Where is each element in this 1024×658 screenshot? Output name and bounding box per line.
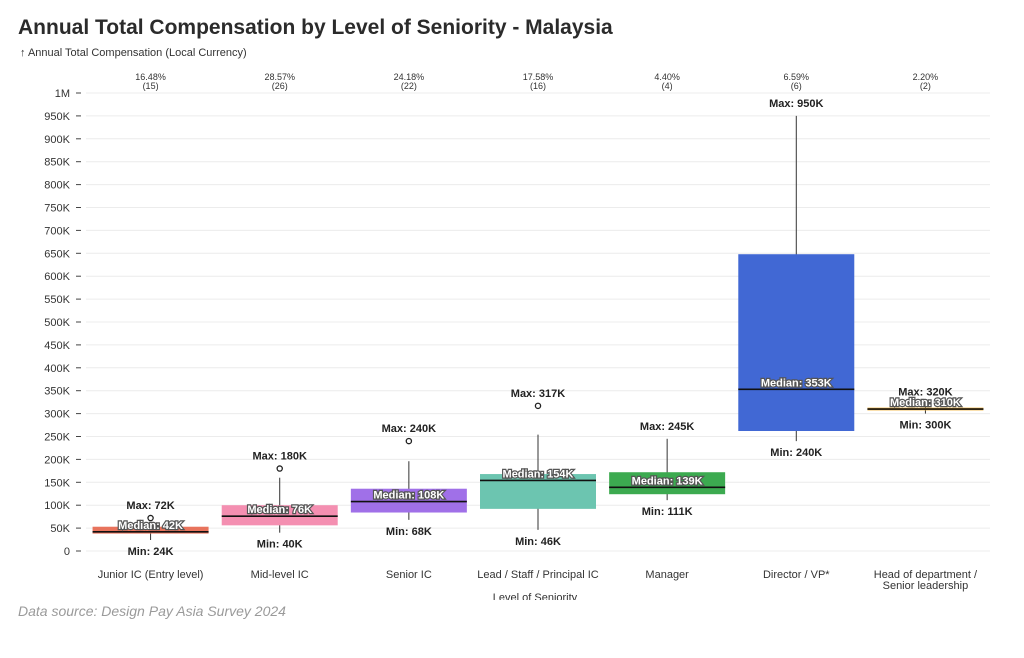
y-tick-label: 750K <box>44 203 70 215</box>
outlier-point <box>534 402 542 410</box>
x-category-label: Manager <box>645 569 689 581</box>
share-percent: 6.59% <box>784 72 810 82</box>
box-iqr <box>738 254 855 432</box>
min-label: Min: 24K <box>128 546 174 558</box>
median-label: Median: 154K <box>503 468 574 480</box>
y-tick-label: 450K <box>44 340 70 352</box>
median-label: Median: 108K <box>373 490 444 502</box>
box-iqr <box>92 526 209 534</box>
box-iqr <box>350 488 467 513</box>
min-label: Min: 300K <box>899 420 951 432</box>
y-axis: 0 50K 100K 150K 200K 250K 300K 350K 400K 450K 500K… <box>44 88 81 558</box>
y-tick-label: 900K <box>44 134 70 146</box>
y-tick-label: 600K <box>44 271 70 283</box>
max-label: Max: 180K <box>253 451 307 463</box>
x-category-label: Lead / Staff / Principal IC <box>477 569 599 581</box>
min-label: Min: 40K <box>257 539 303 551</box>
share-percent: 24.18% <box>394 72 425 82</box>
y-tick-label: 650K <box>44 248 70 260</box>
x-category-label: Director / VP* <box>763 569 830 581</box>
y-tick-label: 250K <box>44 432 70 444</box>
box-group: Max: 245K Median: 139K Min: 111K 4.40%(4) <box>609 72 726 518</box>
max-label: Max: 950K <box>769 98 823 110</box>
share-count: (26) <box>272 81 288 91</box>
y-tick-label: 500K <box>44 317 70 329</box>
min-label: Min: 46K <box>515 536 561 548</box>
box-group: Max: 180K Median: 76K Min: 40K 28.57%(26) <box>221 72 338 551</box>
y-tick-label: 100K <box>44 500 70 512</box>
box-iqr <box>221 505 338 526</box>
share-count: (15) <box>143 81 159 91</box>
box-group: Max: 317K Median: 154K Min: 46K 17.58%(16) <box>480 72 596 548</box>
max-label: Max: 240K <box>382 423 436 435</box>
y-tick-label: 0 <box>64 546 70 558</box>
share-percent: 2.20% <box>913 72 939 82</box>
median-label: Median: 76K <box>247 504 312 516</box>
x-category-label: Mid-level IC <box>251 569 309 581</box>
outlier-point <box>276 465 283 472</box>
y-tick-label: 350K <box>44 386 70 398</box>
x-category-label: Senior leadership <box>883 580 969 592</box>
box-iqr <box>609 472 726 495</box>
y-tick-label: 200K <box>44 454 70 466</box>
share-count: (6) <box>791 81 802 91</box>
y-tick-label: 300K <box>44 409 70 421</box>
y-tick-label: 800K <box>44 180 70 192</box>
x-axis-title: Level of Seniority <box>493 592 578 600</box>
box-group: Max: 240K Median: 108K Min: 68K 24.18%(22) <box>350 72 467 538</box>
y-tick-label: 50K <box>50 523 70 535</box>
min-label: Min: 111K <box>642 506 693 518</box>
y-axis-title: ↑ Annual Total Compensation (Local Curre… <box>20 47 247 59</box>
share-count: (22) <box>401 81 417 91</box>
min-label: Min: 240K <box>770 447 822 459</box>
x-category-label: Head of department / <box>874 569 978 581</box>
box-group: Max: 72K Median: 42K Min: 24K 16.48%(15) <box>92 72 209 558</box>
y-tick-label: 850K <box>44 157 70 169</box>
median-label: Median: 353K <box>761 377 832 389</box>
x-axis: Junior IC (Entry level) Mid-level IC Senio… <box>98 569 978 592</box>
boxplot-chart: 0 50K 100K 150K 200K 250K 300K 350K 400K 450K 500K… <box>44 72 990 600</box>
y-tick-label: 950K <box>44 111 70 123</box>
median-label: Median: 310K <box>890 397 961 409</box>
max-label: Max: 72K <box>126 500 174 512</box>
max-label: Max: 317K <box>511 388 565 400</box>
median-label: Median: 139K <box>632 475 703 487</box>
share-count: (4) <box>662 81 673 91</box>
share-count: (16) <box>530 81 546 91</box>
x-category-label: Junior IC (Entry level) <box>98 569 204 581</box>
min-label: Min: 68K <box>386 526 432 538</box>
share-percent: 16.48% <box>135 72 166 82</box>
data-source-note: Data source: Design Pay Asia Survey 2024 <box>18 603 286 619</box>
y-tick-label: 550K <box>44 294 70 306</box>
outlier-point <box>405 437 413 445</box>
share-count: (2) <box>920 81 931 91</box>
share-percent: 28.57% <box>264 72 295 82</box>
max-label: Max: 245K <box>640 421 694 433</box>
share-percent: 4.40% <box>654 72 680 82</box>
y-tick-label: 1M <box>55 88 70 100</box>
y-tick-label: 150K <box>44 477 70 489</box>
max-label: Max: 320K <box>898 386 952 398</box>
box-group: Max: 950K Median: 353K Min: 240K 6.59%(6) <box>738 72 855 459</box>
median-label: Median: 42K <box>118 520 183 532</box>
chart-title: Annual Total Compensation by Level of Se… <box>18 16 613 39</box>
y-tick-label: 400K <box>44 363 70 375</box>
x-category-label: Senior IC <box>386 569 432 581</box>
y-tick-label: 700K <box>44 225 70 237</box>
outlier-point <box>147 514 154 522</box>
share-percent: 17.58% <box>523 72 554 82</box>
